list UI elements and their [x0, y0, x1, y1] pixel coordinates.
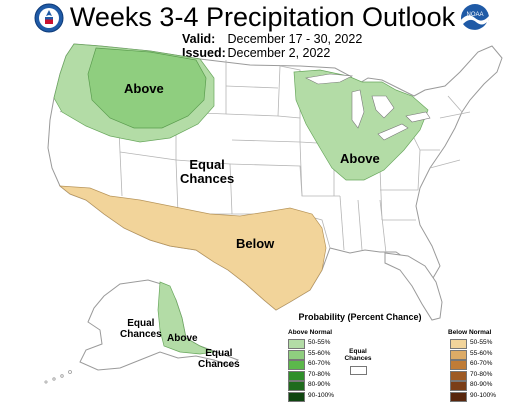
issued-label: Issued:	[182, 46, 226, 60]
label-central-equal-chances: Equal Chances	[180, 157, 235, 187]
legend-above-bin-label-2: 60-70%	[308, 360, 331, 367]
label-alaska-above: Above	[167, 333, 198, 344]
legend-below-swatch-0	[450, 339, 467, 349]
legend-above-swatch-0	[288, 339, 305, 349]
florida	[384, 252, 443, 321]
legend-above-bin-label-4: 80-90%	[308, 381, 331, 388]
alaska-above-55	[157, 281, 216, 355]
issued-date: December 2, 2022	[227, 46, 331, 60]
valid-dates: December 17 - 30, 2022	[227, 32, 363, 46]
legend-above-bin-label-3: 70-80%	[308, 370, 331, 378]
legend-equal-swatch	[349, 366, 367, 375]
legend-below-bin-label-0: 50-55%	[470, 339, 493, 346]
legend-above-bin-label-5: 90-100%	[308, 391, 335, 399]
legend-below-bin-label-5: 90-100%	[470, 391, 497, 399]
valid-label: Valid:	[182, 32, 216, 46]
legend-above-swatch-3	[288, 370, 305, 381]
legend-below-bin-label-3: 70-80%	[470, 370, 493, 378]
legend-below-swatch-5	[450, 391, 467, 402]
legend-below-bin-label-4: 80-90%	[470, 381, 493, 388]
legend-above-swatch-5	[288, 391, 305, 402]
label-alaska-se-equal-chances: Equal Chances	[198, 348, 240, 370]
valid-issued-block: Valid: December 17 - 30, 2022 Issued: De…	[182, 32, 362, 60]
northwest-above-60	[87, 47, 207, 129]
south-below-55	[58, 185, 327, 311]
noaa-logo-icon: NOAA	[460, 3, 490, 33]
legend-below-swatch-3	[450, 370, 467, 381]
legend-title: Probability (Percent Chance)	[298, 312, 422, 322]
doc-seal-icon	[34, 3, 64, 33]
legend-below-bin-label-1: 55-60%	[470, 349, 493, 357]
legend-below-bin-label-2: 60-70%	[470, 360, 493, 367]
legend-below-swatch-2	[450, 360, 467, 370]
probability-legend: Probability (Percent Chance) Above Norma…	[270, 312, 520, 404]
legend-above-swatch-2	[288, 360, 305, 370]
svg-text:NOAA: NOAA	[466, 12, 483, 18]
legend-equal-chances: Equal Chances	[338, 348, 378, 375]
legend-below-header: Below Normal	[448, 329, 492, 336]
great-lakes	[305, 73, 431, 141]
label-alaska-equal-chances: Equal Chances	[120, 318, 162, 340]
label-south-below: Below	[236, 236, 275, 251]
legend-above-bin-label-0: 50-55%	[308, 339, 331, 346]
legend-above-bin-label-1: 55-60%	[308, 349, 331, 357]
aleutian-islands	[44, 370, 72, 384]
legend-above-swatch-4	[288, 381, 305, 391]
label-greatlakes-above: Above	[340, 151, 380, 166]
legend-above-swatch-1	[288, 349, 305, 360]
legend-below-swatch-4	[450, 381, 467, 391]
label-northwest-above: Above	[124, 81, 164, 96]
greatlakes-above-55	[293, 69, 429, 181]
map-title: Weeks 3-4 Precipitation Outlook	[69, 2, 456, 32]
legend-below-swatch-1	[450, 349, 467, 360]
legend-above-header: Above Normal	[288, 329, 333, 336]
